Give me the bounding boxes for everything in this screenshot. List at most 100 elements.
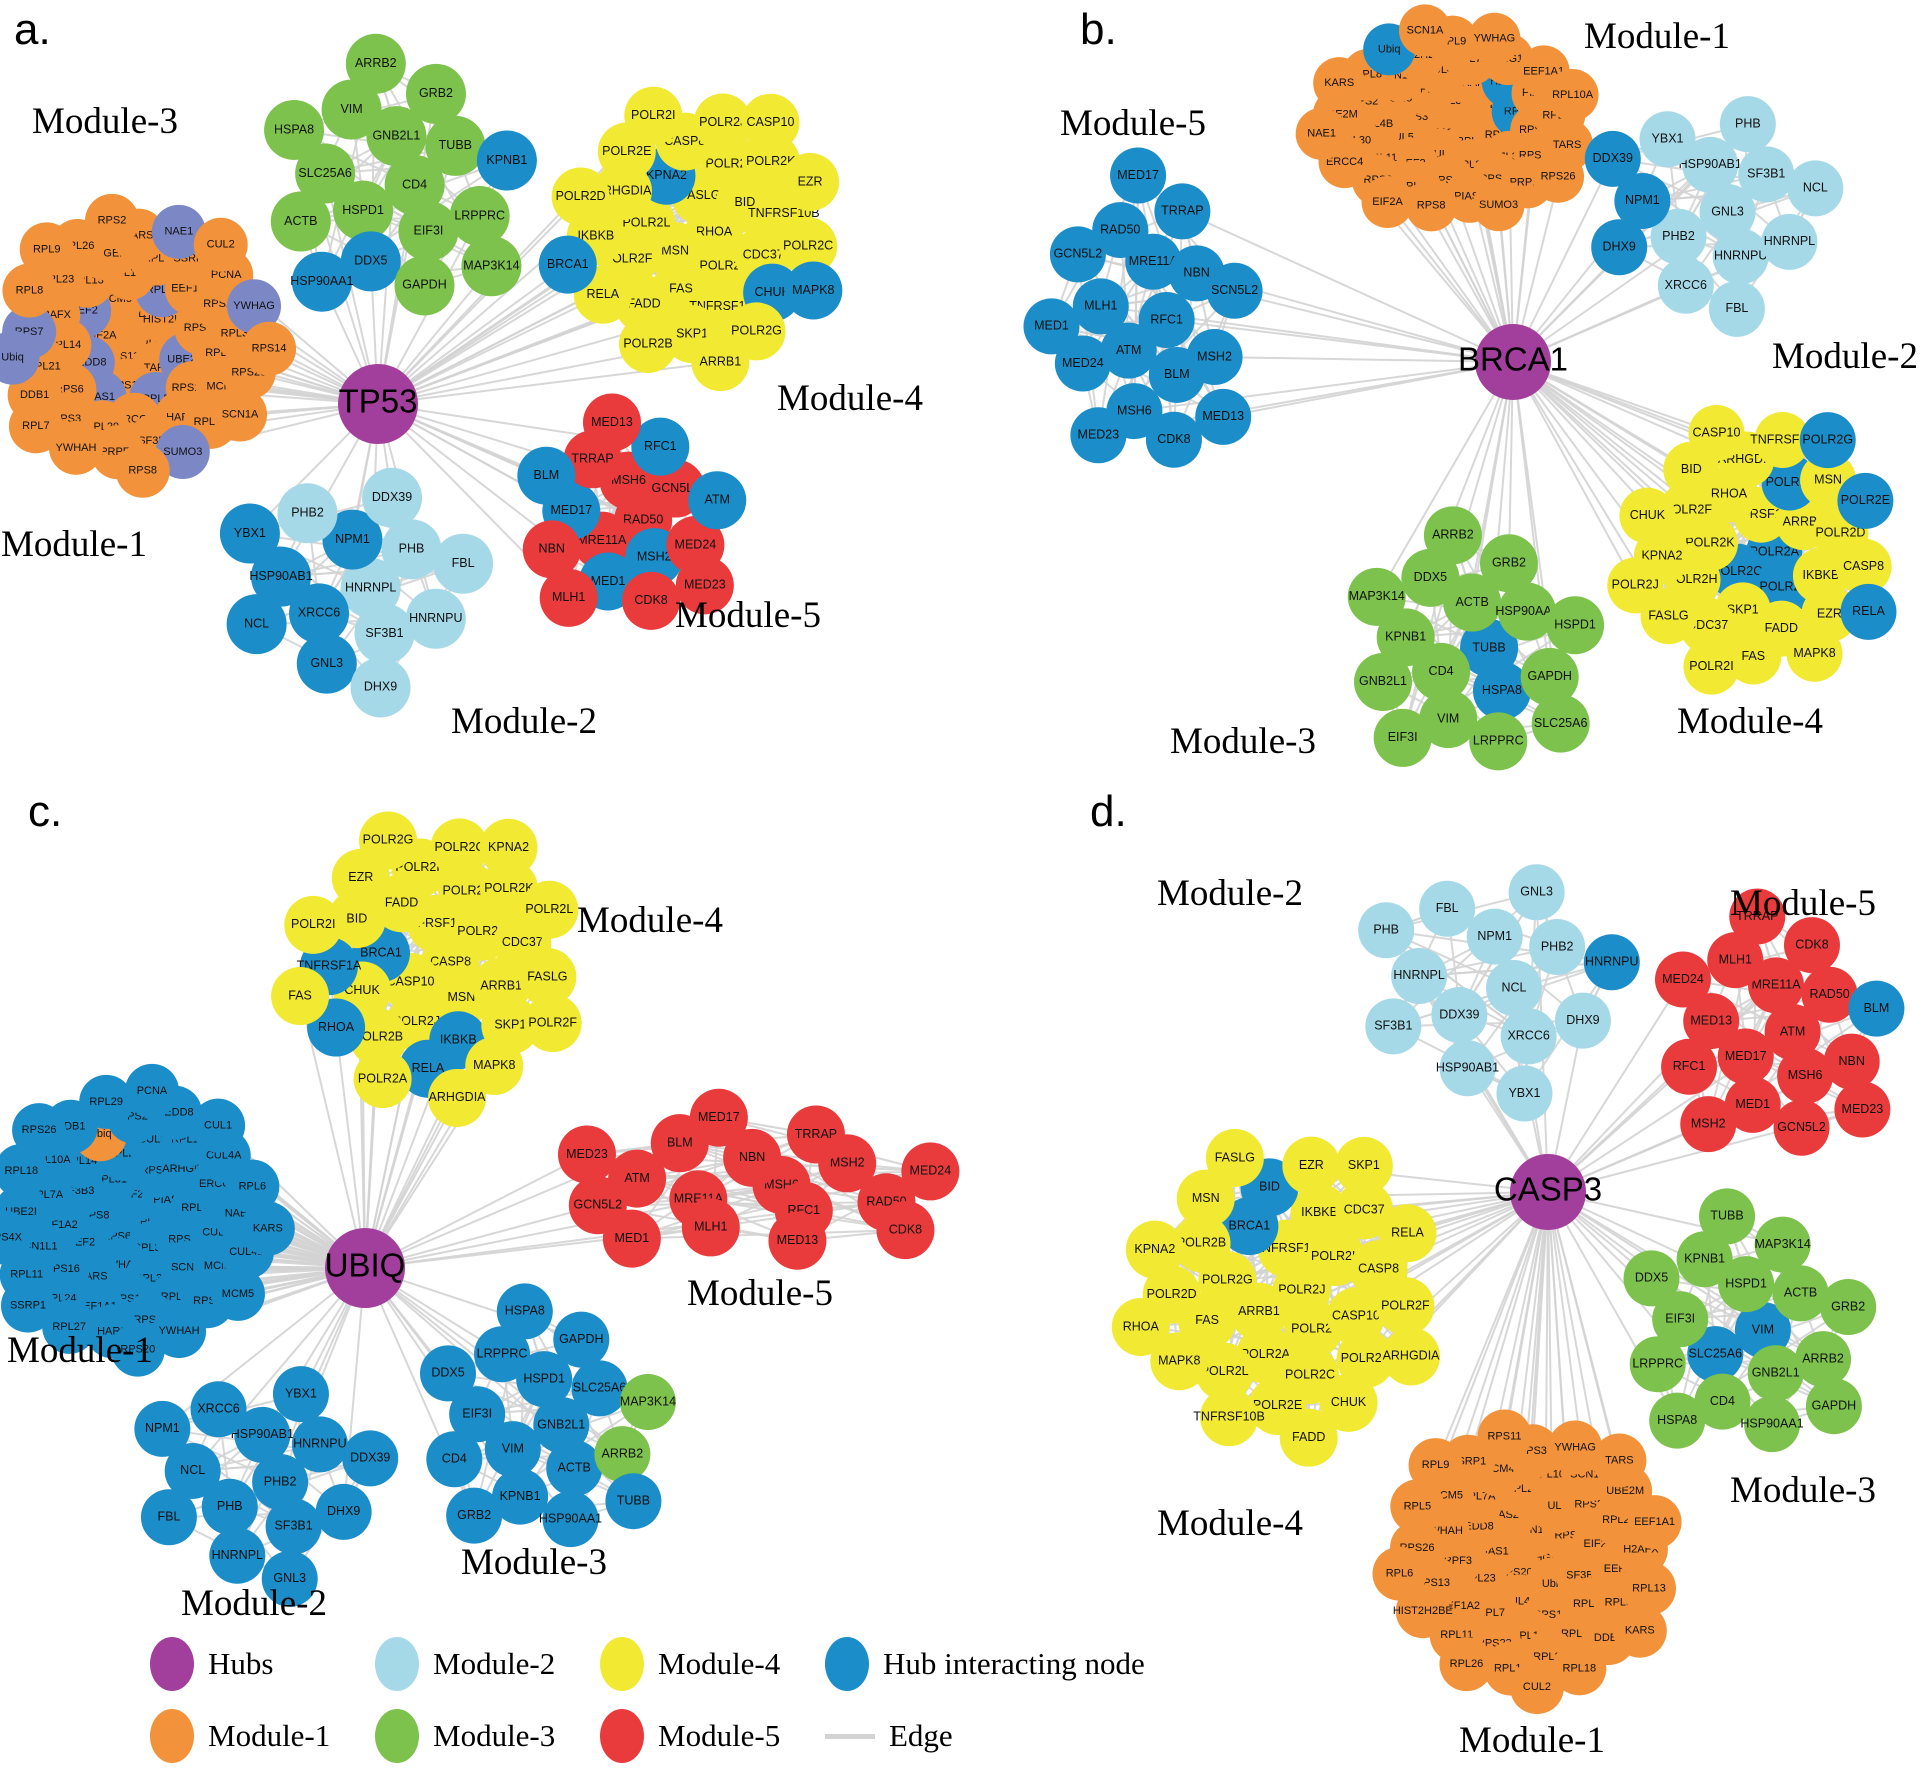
network-node[interactable]: [1391, 947, 1448, 1004]
network-node[interactable]: [1612, 1603, 1667, 1658]
network-node[interactable]: [1712, 228, 1769, 285]
network-node[interactable]: [79, 1074, 134, 1129]
network-node[interactable]: [1376, 1277, 1435, 1336]
network-node[interactable]: [1479, 534, 1538, 593]
network-node[interactable]: [533, 1397, 590, 1453]
network-node[interactable]: [1313, 57, 1366, 110]
network-node[interactable]: [438, 861, 497, 920]
network-node[interactable]: [1496, 1065, 1553, 1122]
network-node[interactable]: [226, 594, 287, 655]
network-node[interactable]: [1319, 1373, 1378, 1432]
network-node[interactable]: [1840, 583, 1897, 640]
network-node[interactable]: [1724, 1076, 1781, 1133]
network-node[interactable]: [1649, 1392, 1706, 1449]
network-node[interactable]: [428, 1068, 487, 1127]
network-node[interactable]: [353, 1050, 412, 1109]
network-node[interactable]: [1764, 1004, 1821, 1060]
network-node[interactable]: [1546, 596, 1605, 655]
network-node[interactable]: [1834, 1081, 1891, 1138]
network-node[interactable]: [201, 1478, 258, 1535]
network-node[interactable]: [1468, 12, 1521, 65]
network-node[interactable]: [1548, 1420, 1603, 1475]
network-node[interactable]: [1443, 573, 1502, 632]
network-node[interactable]: [190, 1381, 247, 1438]
network-node[interactable]: [449, 1386, 506, 1443]
network-node[interactable]: [1777, 1047, 1834, 1104]
network-node[interactable]: [398, 201, 459, 262]
network-node[interactable]: [1584, 130, 1641, 187]
network-node[interactable]: [484, 1421, 541, 1478]
network-node[interactable]: [261, 1550, 318, 1607]
network-node[interactable]: [1619, 487, 1676, 544]
network-node[interactable]: [359, 811, 418, 870]
network-node[interactable]: [1054, 335, 1111, 392]
network-node[interactable]: [1529, 918, 1586, 975]
network-node[interactable]: [517, 446, 576, 505]
network-node[interactable]: [1773, 1099, 1830, 1156]
network-node[interactable]: [1408, 1438, 1463, 1493]
network-node[interactable]: [786, 1105, 845, 1164]
network-node[interactable]: [234, 1406, 291, 1463]
network-node[interactable]: [1145, 411, 1202, 468]
network-node[interactable]: [1805, 1378, 1862, 1435]
network-node[interactable]: [1138, 292, 1195, 348]
network-node[interactable]: [675, 556, 734, 615]
network-node[interactable]: [523, 994, 582, 1053]
network-node[interactable]: [251, 546, 312, 607]
network-node[interactable]: [1205, 1128, 1264, 1187]
network-node[interactable]: [1373, 708, 1432, 767]
network-node[interactable]: [1509, 1660, 1564, 1715]
network-node[interactable]: [381, 519, 442, 580]
network-node[interactable]: [193, 217, 248, 272]
network-node[interactable]: [1150, 1332, 1209, 1391]
network-node[interactable]: [213, 387, 268, 442]
network-node[interactable]: [768, 1211, 827, 1270]
network-node[interactable]: [405, 63, 466, 124]
network-node[interactable]: [1801, 966, 1858, 1023]
network-node[interactable]: [210, 1266, 265, 1321]
network-node[interactable]: [1729, 888, 1786, 945]
network-node[interactable]: [1699, 184, 1756, 240]
network-node[interactable]: [539, 568, 598, 627]
network-node[interactable]: [901, 1142, 960, 1201]
network-node[interactable]: [1172, 1214, 1231, 1273]
network-node[interactable]: [1683, 638, 1740, 695]
network-node[interactable]: [8, 399, 63, 454]
network-node[interactable]: [1439, 1637, 1494, 1692]
network-node[interactable]: [546, 1440, 603, 1497]
network-node[interactable]: [779, 217, 838, 276]
network-node[interactable]: [1423, 506, 1482, 565]
network-node[interactable]: [1680, 1096, 1737, 1153]
network-node[interactable]: [1347, 567, 1406, 626]
network-node[interactable]: [0, 1144, 49, 1198]
network-node[interactable]: [1747, 1345, 1804, 1402]
network-node[interactable]: [1072, 278, 1129, 335]
hub-node-CASP3[interactable]: [1510, 1154, 1586, 1230]
network-node[interactable]: [264, 99, 325, 160]
network-node[interactable]: [291, 251, 352, 312]
network-node[interactable]: [1358, 902, 1415, 959]
network-node[interactable]: [1206, 262, 1263, 319]
network-node[interactable]: [479, 818, 538, 877]
network-node[interactable]: [1795, 1331, 1852, 1388]
network-node[interactable]: [110, 1322, 165, 1377]
network-node[interactable]: [1744, 1396, 1801, 1453]
network-node[interactable]: [271, 967, 330, 1026]
network-node[interactable]: [553, 1311, 610, 1368]
hub-node-BRCA1[interactable]: [1475, 324, 1551, 400]
network-node[interactable]: [1070, 407, 1127, 464]
network-node[interactable]: [2, 263, 57, 318]
network-node[interactable]: [1431, 986, 1488, 1043]
network-node[interactable]: [242, 321, 297, 376]
network-node[interactable]: [1738, 146, 1795, 203]
network-node[interactable]: [1111, 1298, 1170, 1357]
network-node[interactable]: [1200, 1388, 1259, 1447]
network-node[interactable]: [42, 1299, 97, 1354]
network-node[interactable]: [152, 1304, 207, 1359]
network-node[interactable]: [0, 1210, 31, 1265]
network-node[interactable]: [1500, 1008, 1557, 1065]
network-node[interactable]: [1583, 934, 1640, 991]
network-node[interactable]: [1708, 280, 1765, 337]
network-node[interactable]: [449, 186, 510, 247]
network-node[interactable]: [1195, 1342, 1254, 1401]
